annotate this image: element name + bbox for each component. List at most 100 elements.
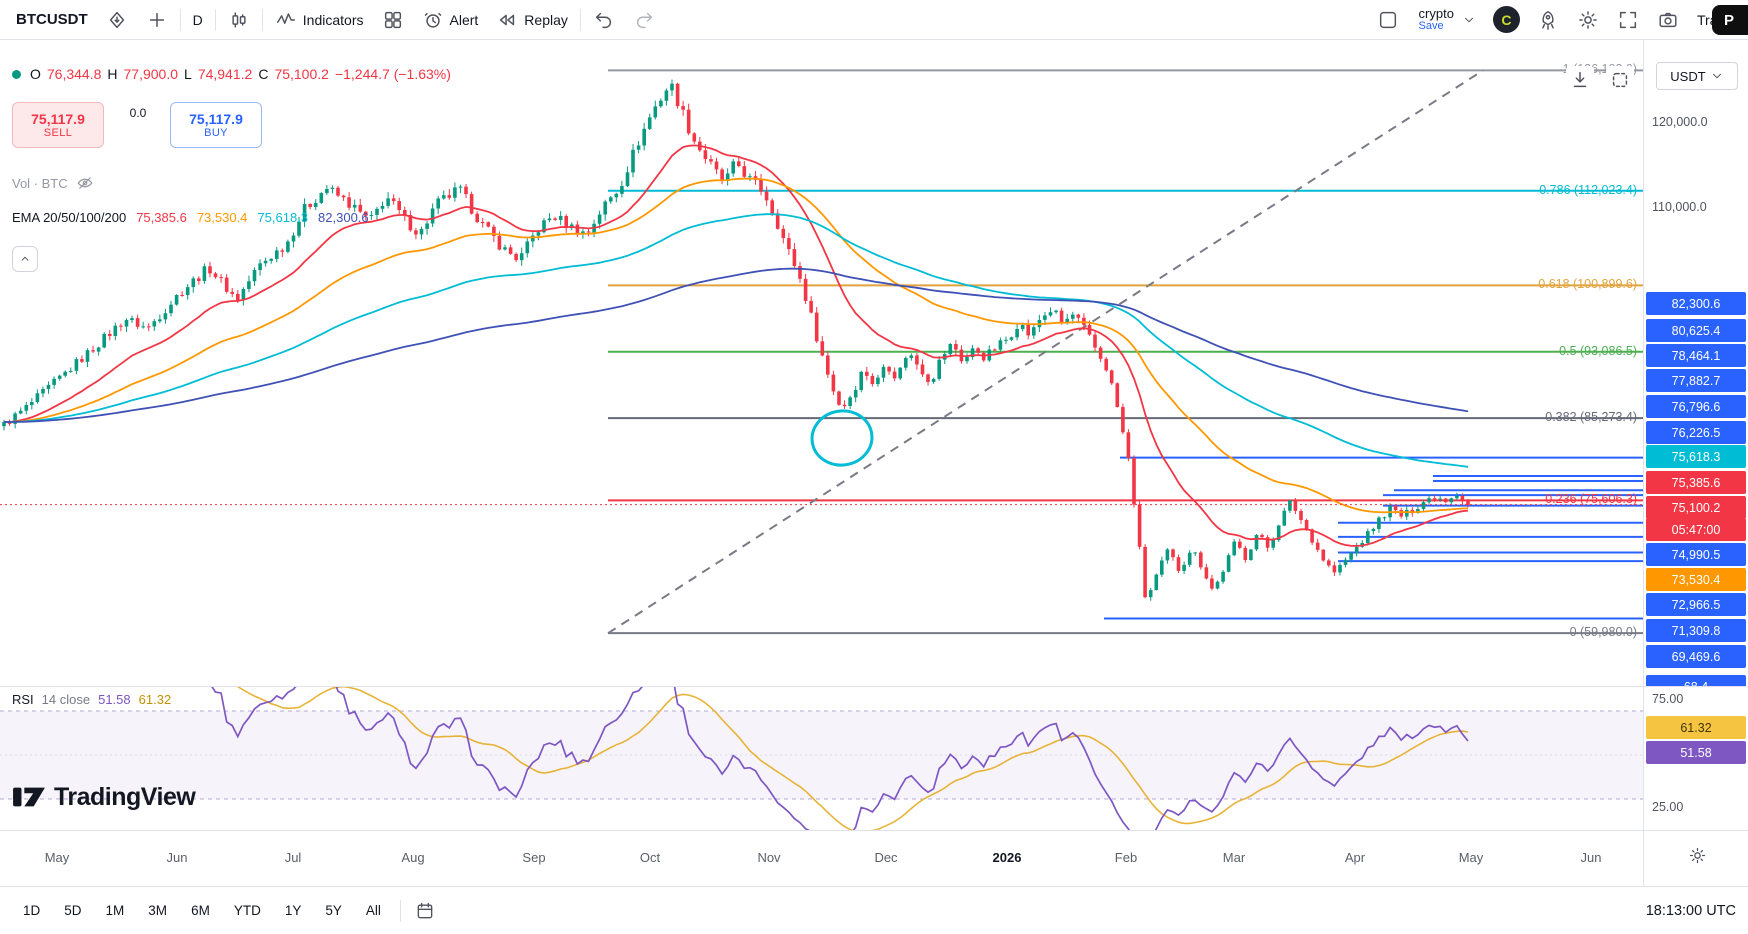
- candle-body: [1332, 565, 1337, 573]
- time-axis-label[interactable]: Feb: [1114, 850, 1138, 865]
- candle-body: [1109, 370, 1114, 384]
- time-axis-label[interactable]: Jun: [166, 850, 188, 865]
- price-pane[interactable]: [0, 40, 1643, 686]
- range-button-3m[interactable]: 3M: [137, 896, 178, 926]
- fullscreen-button[interactable]: [1608, 4, 1648, 36]
- chart-style-button[interactable]: [219, 4, 259, 36]
- candle-body: [842, 404, 847, 407]
- range-button-5y[interactable]: 5Y: [314, 896, 353, 926]
- candle-body: [258, 263, 262, 270]
- alert-button[interactable]: Alert: [413, 4, 488, 36]
- fib-label: 0.382 (85,273.4): [1545, 410, 1637, 425]
- reset-chart-button[interactable]: [1606, 66, 1634, 94]
- pane-separator[interactable]: [0, 686, 1748, 687]
- candle-body: [119, 325, 123, 327]
- jump-to-latest-button[interactable]: [1566, 66, 1594, 94]
- time-axis-label[interactable]: 2026: [992, 850, 1022, 865]
- candle-body: [1171, 549, 1175, 558]
- range-button-5d[interactable]: 5D: [53, 896, 92, 926]
- clock-utc[interactable]: 18:13:00 UTC: [1645, 902, 1736, 919]
- time-axis-label[interactable]: Oct: [639, 850, 661, 865]
- go-to-date-button[interactable]: [409, 895, 441, 927]
- alarm-clock-icon: [424, 12, 441, 28]
- time-axis-label[interactable]: Mar: [1222, 850, 1246, 865]
- layout-templates-button[interactable]: [373, 4, 413, 36]
- volume-legend[interactable]: Vol · BTC: [12, 174, 94, 192]
- time-axis-label[interactable]: May: [44, 850, 70, 865]
- sell-button[interactable]: 75,117.9 SELL: [12, 102, 104, 148]
- ema-legend[interactable]: EMA 20/50/100/200 75,385.6 73,530.4 75,618…: [12, 210, 369, 225]
- candle-body: [375, 208, 379, 215]
- ellipse-annotation[interactable]: [809, 407, 876, 469]
- candle-body: [18, 410, 23, 414]
- publish-button[interactable]: P: [1712, 5, 1748, 35]
- currency-selector[interactable]: USDT: [1656, 62, 1738, 90]
- collapse-legend-button[interactable]: [12, 246, 38, 272]
- ohlc-legend[interactable]: O 76,344.8 H 77,900.0 L 74,941.2 C 75,10…: [12, 66, 451, 82]
- symbol-button[interactable]: BTCUSDT: [6, 4, 97, 36]
- candle-body: [1449, 498, 1454, 503]
- buy-button[interactable]: 75,117.9 BUY: [170, 102, 262, 148]
- time-axis-label[interactable]: Dec: [874, 850, 898, 865]
- candle-body: [809, 300, 813, 313]
- tradingview-logo[interactable]: TradingView: [12, 782, 196, 812]
- candle-body: [1093, 334, 1097, 348]
- flag-symbol-button[interactable]: [97, 4, 137, 36]
- account-avatar[interactable]: C: [1492, 6, 1520, 33]
- time-axis-label[interactable]: Jul: [284, 850, 302, 865]
- open-value: 76,344.8: [46, 66, 102, 82]
- candle-body: [430, 208, 435, 224]
- candle-body: [1338, 564, 1342, 573]
- candle-body: [447, 195, 452, 198]
- candle-body: [1438, 498, 1442, 500]
- candle-body: [319, 193, 324, 203]
- candle-body: [731, 161, 735, 174]
- candle-body: [96, 347, 101, 352]
- time-axis-label[interactable]: Sep: [522, 850, 546, 865]
- eye-slash-icon[interactable]: [76, 174, 94, 192]
- rsi-legend[interactable]: RSI 14 close 51.58 61.32: [12, 692, 171, 707]
- quick-search-button[interactable]: [1528, 4, 1568, 36]
- candle-body: [1293, 500, 1298, 511]
- candle-body: [325, 189, 329, 194]
- candle-body: [631, 149, 635, 173]
- interval-button[interactable]: D: [184, 4, 212, 36]
- range-button-all[interactable]: All: [355, 896, 392, 926]
- candle-body: [458, 186, 463, 188]
- compare-add-button[interactable]: [137, 4, 177, 36]
- range-button-1y[interactable]: 1Y: [274, 896, 313, 926]
- range-button-ytd[interactable]: YTD: [223, 896, 272, 926]
- time-axis[interactable]: May Jun Jul Aug Sep Oct Nov Dec 2026 Feb Mar Apr May…: [0, 830, 1643, 886]
- redo-button[interactable]: [624, 4, 664, 36]
- time-axis-label[interactable]: Aug: [401, 850, 425, 865]
- tradingview-glyph-icon: [13, 787, 45, 807]
- candle-body: [280, 250, 285, 252]
- candle-body: [748, 176, 752, 178]
- time-axis-label[interactable]: Jun: [1580, 850, 1602, 865]
- indicators-label: Indicators: [302, 11, 364, 28]
- close-label: C: [258, 66, 269, 82]
- time-axis-label[interactable]: Nov: [757, 850, 781, 865]
- settings-button[interactable]: [1568, 4, 1608, 36]
- time-axis-label[interactable]: Apr: [1344, 850, 1366, 865]
- candle-body: [436, 198, 440, 209]
- chart-plot-area: O 76,344.8 H 77,900.0 L 74,941.2 C 75,10…: [0, 40, 1643, 886]
- replay-button[interactable]: Replay: [487, 4, 577, 36]
- range-button-6m[interactable]: 6M: [180, 896, 221, 926]
- time-axis-settings-button[interactable]: [1688, 846, 1707, 870]
- snapshot-button[interactable]: [1648, 4, 1688, 36]
- layout-select-button[interactable]: [1368, 4, 1408, 36]
- rsi-pane[interactable]: [0, 686, 1643, 830]
- candle-body: [564, 216, 568, 229]
- indicators-button[interactable]: Indicators: [266, 4, 373, 36]
- candle-body: [714, 161, 719, 170]
- undo-button[interactable]: [584, 4, 624, 36]
- open-label: O: [30, 66, 41, 82]
- price-axis[interactable]: 82,300.6 80,625.4 78,464.1 77,882.7 76,796.6…: [1643, 40, 1748, 886]
- time-axis-label[interactable]: May: [1458, 850, 1484, 865]
- range-button-1d[interactable]: 1D: [12, 896, 51, 926]
- save-layout-button[interactable]: crypto Save: [1408, 4, 1485, 36]
- candle-body: [442, 195, 446, 199]
- range-button-1m[interactable]: 1M: [95, 896, 136, 926]
- ema-value: 82,300.6: [318, 210, 369, 225]
